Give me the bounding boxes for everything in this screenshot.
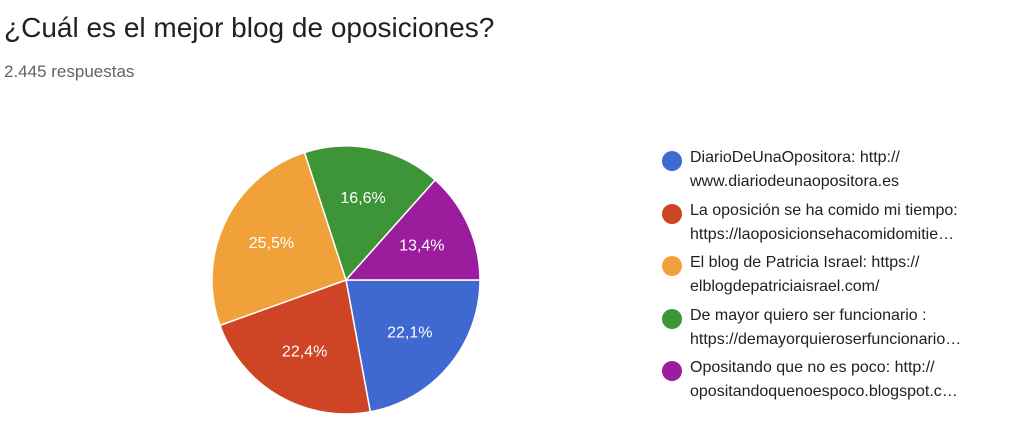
legend-item[interactable]: Opositando que no es poco: http:// oposi…	[662, 350, 1012, 403]
slice-percent-label: 22,4%	[282, 344, 327, 361]
pie-slice[interactable]	[218, 278, 372, 415]
slice-percent-label: 13,4%	[399, 238, 444, 255]
legend-label-line-1: De mayor quiero ser funcionario :	[690, 306, 927, 324]
legend-label-line-2: www.diariodeunaopositora.es	[690, 173, 900, 190]
legend-swatch	[662, 151, 682, 171]
legend-swatch	[662, 361, 682, 381]
legend-item[interactable]: La oposición se ha comido mi tiempo: htt…	[662, 193, 1012, 246]
pie-slice[interactable]	[303, 145, 437, 282]
legend-item[interactable]: El blog de Patricia Israel: https:// elb…	[662, 245, 1012, 298]
question-title: ¿Cuál es el mejor blog de oposiciones?	[4, 12, 495, 43]
legend-label-line-2: https://laoposicionsehacomidomitie…	[690, 225, 955, 243]
legend-swatch	[662, 308, 682, 329]
legend-label: Opositando que no es poco: http:// oposi…	[690, 356, 1006, 404]
slice-percent-label: 16,6%	[340, 190, 385, 207]
legend-label-line-2: opositandoquenoespoco.blogspot.c…	[690, 383, 958, 400]
legend-label-line-1: La oposición se ha comido mi tiempo:	[690, 201, 958, 219]
legend-label-line-1: Opositando que no es poco: http://	[690, 359, 935, 376]
pie-slice[interactable]	[345, 279, 481, 413]
chart-legend: DiarioDeUnaOpositora: http:// www.diario…	[662, 140, 1012, 403]
legend-item[interactable]: DiarioDeUnaOpositora: http:// www.diario…	[662, 140, 1012, 193]
legend-item[interactable]: De mayor quiero ser funcionario : https:…	[662, 298, 1012, 351]
legend-label: El blog de Patricia Israel: https:// elb…	[690, 251, 1006, 299]
legend-swatch	[662, 256, 682, 276]
legend-swatch	[662, 203, 682, 224]
legend-label: DiarioDeUnaOpositora: http:// www.diario…	[690, 146, 1006, 194]
slice-percent-label: 22,1%	[387, 325, 432, 342]
slice-percent-label: 25,5%	[249, 235, 294, 252]
legend-label-line-2: elblogdepatriciaisrael.com/	[690, 278, 880, 295]
legend-label: La oposición se ha comido mi tiempo: htt…	[690, 199, 1006, 247]
response-count: 2.445 respuestas	[4, 62, 135, 81]
legend-label-line-1: El blog de Patricia Israel: https://	[690, 254, 920, 271]
legend-label-line-1: DiarioDeUnaOpositora: http://	[690, 149, 900, 166]
legend-label-line-2: https://demayorquieroserfuncionario…	[690, 330, 962, 348]
legend-label: De mayor quiero ser funcionario : https:…	[690, 304, 1006, 352]
pie-slice[interactable]	[211, 151, 347, 327]
pie-slice[interactable]	[344, 178, 481, 281]
